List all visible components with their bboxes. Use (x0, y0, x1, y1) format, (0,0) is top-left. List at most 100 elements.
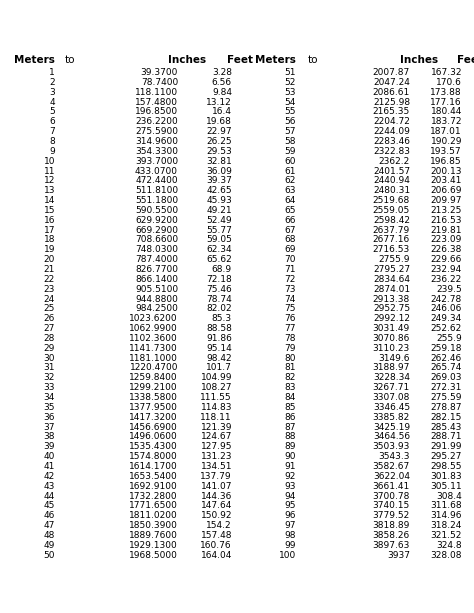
Text: 590.5500: 590.5500 (135, 206, 178, 215)
Text: 308.4: 308.4 (436, 492, 462, 501)
Text: 34: 34 (44, 393, 55, 402)
Text: 18: 18 (44, 235, 55, 245)
Text: 85.3: 85.3 (212, 314, 232, 323)
Text: 31: 31 (44, 364, 55, 373)
Text: 56: 56 (284, 117, 296, 126)
Text: Inches: Inches (400, 55, 438, 65)
Text: 60: 60 (284, 157, 296, 166)
Text: 80: 80 (284, 354, 296, 363)
Text: 150.92: 150.92 (201, 511, 232, 520)
Text: 1732.2800: 1732.2800 (129, 492, 178, 501)
Text: 1811.0200: 1811.0200 (129, 511, 178, 520)
Text: 19.68: 19.68 (206, 117, 232, 126)
Text: 1259.8400: 1259.8400 (129, 373, 178, 383)
Text: 2440.94: 2440.94 (373, 177, 410, 185)
Text: 13: 13 (44, 186, 55, 195)
Text: 269.03: 269.03 (430, 373, 462, 383)
Text: 95: 95 (284, 501, 296, 511)
Text: 1181.1000: 1181.1000 (129, 354, 178, 363)
Text: Meters: Meters (14, 55, 55, 65)
Text: 37: 37 (44, 422, 55, 432)
Text: 68: 68 (284, 235, 296, 245)
Text: Feet: Feet (227, 55, 253, 65)
Text: 35: 35 (44, 403, 55, 412)
Text: 99: 99 (284, 541, 296, 550)
Text: 147.64: 147.64 (201, 501, 232, 511)
Text: 62.34: 62.34 (206, 245, 232, 254)
Text: 8: 8 (49, 137, 55, 146)
Text: 282.15: 282.15 (430, 413, 462, 422)
Text: 22: 22 (44, 275, 55, 284)
Text: 97: 97 (284, 521, 296, 530)
Text: 272.31: 272.31 (430, 383, 462, 392)
Text: 170.6: 170.6 (436, 78, 462, 87)
Text: 1023.6200: 1023.6200 (129, 314, 178, 323)
Text: 826.7700: 826.7700 (135, 265, 178, 274)
Text: 206.69: 206.69 (430, 186, 462, 195)
Text: 3385.82: 3385.82 (373, 413, 410, 422)
Text: 265.74: 265.74 (430, 364, 462, 373)
Text: 3740.15: 3740.15 (373, 501, 410, 511)
Text: 183.72: 183.72 (430, 117, 462, 126)
Text: 20: 20 (44, 255, 55, 264)
Text: 52: 52 (284, 78, 296, 87)
Text: 173.88: 173.88 (430, 88, 462, 97)
Text: 3858.26: 3858.26 (373, 531, 410, 540)
Text: 324.8: 324.8 (437, 541, 462, 550)
Text: 88.58: 88.58 (206, 324, 232, 333)
Text: 96: 96 (284, 511, 296, 520)
Text: 354.3300: 354.3300 (135, 147, 178, 156)
Text: 3149.6: 3149.6 (379, 354, 410, 363)
Text: 177.16: 177.16 (430, 97, 462, 107)
Text: 2204.72: 2204.72 (373, 117, 410, 126)
Text: 239.5: 239.5 (436, 284, 462, 294)
Text: 275.5900: 275.5900 (135, 127, 178, 136)
Text: 328.08: 328.08 (430, 550, 462, 560)
Text: 118.1100: 118.1100 (135, 88, 178, 97)
Text: 108.27: 108.27 (201, 383, 232, 392)
Text: 94: 94 (284, 492, 296, 501)
Text: 32: 32 (44, 373, 55, 383)
Text: 72.18: 72.18 (206, 275, 232, 284)
Text: 61: 61 (284, 167, 296, 175)
Text: 42: 42 (44, 472, 55, 481)
Text: 59.05: 59.05 (206, 235, 232, 245)
Text: 2677.16: 2677.16 (373, 235, 410, 245)
Text: 23: 23 (44, 284, 55, 294)
Text: 669.2900: 669.2900 (135, 226, 178, 235)
Text: 2598.42: 2598.42 (373, 216, 410, 225)
Text: 59: 59 (284, 147, 296, 156)
Text: 5: 5 (49, 107, 55, 116)
Text: 137.79: 137.79 (201, 472, 232, 481)
Text: 2125.98: 2125.98 (373, 97, 410, 107)
Text: 314.9600: 314.9600 (135, 137, 178, 146)
Text: 288.71: 288.71 (430, 432, 462, 441)
Text: 2362.2: 2362.2 (379, 157, 410, 166)
Text: 223.09: 223.09 (430, 235, 462, 245)
Text: 2480.31: 2480.31 (373, 186, 410, 195)
Text: 73: 73 (284, 284, 296, 294)
Text: 53: 53 (284, 88, 296, 97)
Text: 3: 3 (49, 88, 55, 97)
Text: 78.74: 78.74 (206, 295, 232, 303)
Text: 42.65: 42.65 (206, 186, 232, 195)
Text: 3070.86: 3070.86 (373, 334, 410, 343)
Text: 90: 90 (284, 452, 296, 461)
Text: 76: 76 (284, 314, 296, 323)
Text: 30: 30 (44, 354, 55, 363)
Text: 101.7: 101.7 (206, 364, 232, 373)
Text: 2874.01: 2874.01 (373, 284, 410, 294)
Text: 33: 33 (44, 383, 55, 392)
Text: 44: 44 (44, 492, 55, 501)
Text: 3582.67: 3582.67 (373, 462, 410, 471)
Text: 305.11: 305.11 (430, 482, 462, 490)
Text: 28: 28 (44, 334, 55, 343)
Text: 3307.08: 3307.08 (373, 393, 410, 402)
Text: 50: 50 (44, 550, 55, 560)
Text: 111.55: 111.55 (201, 393, 232, 402)
Text: 3897.63: 3897.63 (373, 541, 410, 550)
Text: 63: 63 (284, 186, 296, 195)
Text: 866.1400: 866.1400 (135, 275, 178, 284)
Text: 65.62: 65.62 (206, 255, 232, 264)
Text: 64: 64 (284, 196, 296, 205)
